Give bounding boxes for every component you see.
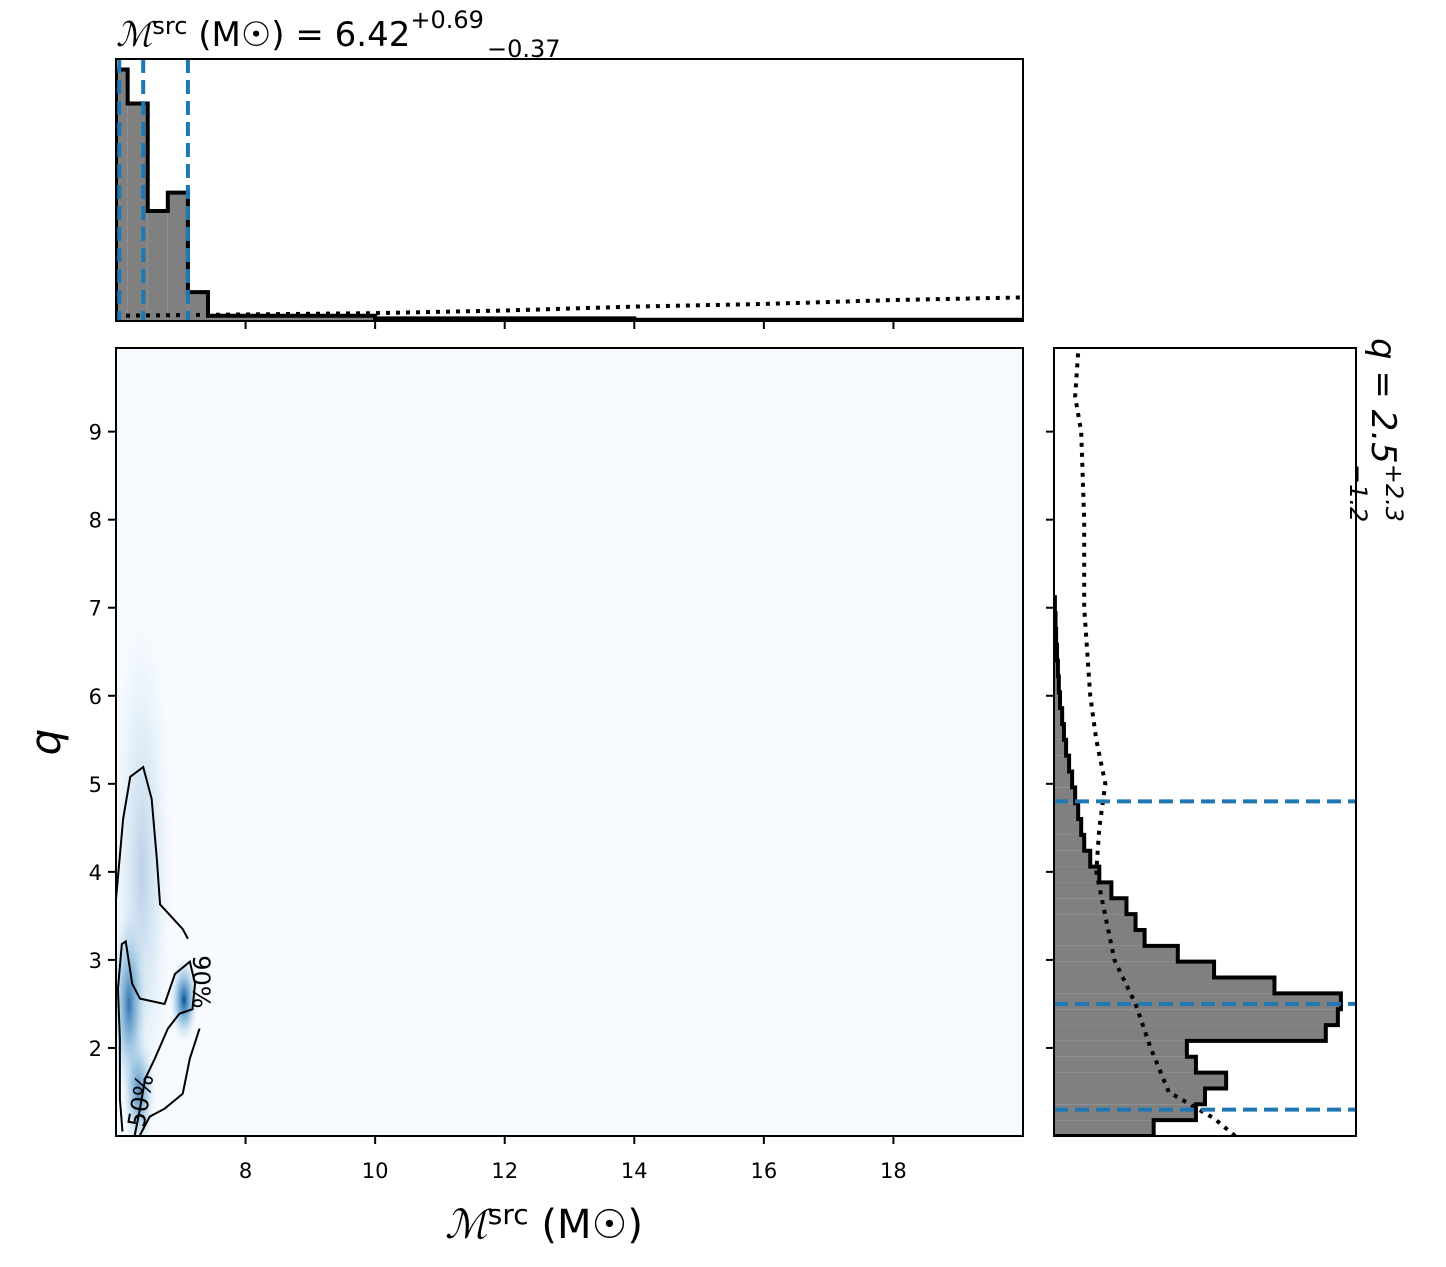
y-tick-label: 8 (89, 509, 102, 533)
top-title: ℳsrc (M☉) = 6.42+0.69 (116, 6, 484, 55)
main-background (116, 348, 1023, 1136)
hist-bar (1054, 1120, 1154, 1136)
prior-line (1073, 352, 1237, 1136)
hist-outline (116, 67, 1023, 321)
side-title-group: q = 2.5+2.3 −1.2 (1344, 338, 1408, 522)
side-title: q = 2.5+2.3 (1363, 338, 1408, 522)
side-title-upper: +2.3 (1380, 464, 1408, 522)
y-tick-label: 7 (89, 597, 102, 621)
y-tick-label: 6 (89, 685, 102, 709)
hist-bar (207, 315, 376, 321)
hist-bar (187, 292, 208, 321)
hist-bar (1054, 755, 1070, 772)
top-frame (115, 58, 1024, 322)
y-tick-label: 9 (89, 421, 102, 445)
hist-bar (1054, 1025, 1326, 1041)
x-tick-label: 8 (239, 1159, 252, 1183)
x-tick-label: 12 (491, 1159, 518, 1183)
hist-bar (1054, 1072, 1227, 1089)
top-hist (116, 59, 1023, 321)
hist-bar (1054, 676, 1059, 693)
main-frame (115, 347, 1024, 1137)
hist-bar (1054, 1009, 1338, 1026)
density-layer (116, 590, 201, 1136)
x-axis-label: ℳsrc (M☉) (445, 1198, 643, 1248)
hist-bar (1054, 803, 1079, 820)
contour-label: 90% (187, 955, 215, 1008)
title-unit: (M☉) = 6.42 (187, 15, 410, 55)
hist-outline (1054, 595, 1343, 1136)
hist-bar (1054, 898, 1127, 915)
hist-bar (1054, 834, 1085, 851)
hist-bar (1054, 945, 1178, 962)
hist-bar (116, 69, 128, 321)
title-sup: src (152, 12, 187, 40)
side-title-text: q = 2.5 (1363, 338, 1403, 464)
y-tick-label: 2 (89, 1037, 102, 1061)
xlabel-symbol: ℳ (445, 1202, 493, 1248)
side-title-lower: −1.2 (1344, 464, 1372, 522)
xlabel-unit: (M☉) (529, 1202, 643, 1248)
y-axis-label: q (21, 729, 70, 756)
prior-line (116, 295, 1023, 318)
hist-bar (1054, 771, 1073, 788)
hist-bar (1054, 866, 1100, 883)
y-tick-label: 5 (89, 773, 102, 797)
hist-bar (1054, 739, 1067, 756)
hist-bar (1054, 1056, 1196, 1073)
hist-bar (1054, 787, 1076, 804)
hist-bar (1054, 929, 1145, 946)
hist-bar (1054, 1040, 1187, 1057)
hist-bar (1054, 819, 1082, 835)
contour (116, 765, 189, 940)
hist-bar (1054, 723, 1064, 740)
contour (116, 939, 197, 1136)
hist-bar (1054, 961, 1215, 978)
hist-bar (1054, 977, 1275, 994)
xlabel-sup: src (488, 1198, 529, 1231)
density-peak (169, 955, 199, 1044)
hist-bar (167, 192, 188, 321)
right-hist (1054, 352, 1356, 1136)
hist-bar (1054, 1104, 1196, 1121)
title-symbol: ℳ (116, 15, 157, 55)
contour (139, 1028, 201, 1136)
hist-bar (1054, 993, 1341, 1010)
hist-bar (147, 210, 168, 321)
hist-bar (1054, 708, 1063, 724)
hist-bar (1054, 914, 1136, 930)
x-tick-label: 16 (750, 1159, 777, 1183)
hist-bar (127, 103, 148, 321)
y-tick-label: 3 (89, 949, 102, 973)
x-tick-label: 10 (362, 1159, 389, 1183)
hist-bar (1054, 882, 1112, 899)
x-tick-label: 14 (621, 1159, 648, 1183)
hist-bar (1054, 692, 1061, 709)
right-frame (1053, 347, 1357, 1137)
x-tick-label: 18 (880, 1159, 907, 1183)
density-peak (121, 1030, 156, 1136)
hist-bar (1054, 850, 1091, 867)
title-upper: +0.69 (410, 6, 484, 34)
y-tick-label: 4 (89, 861, 102, 885)
